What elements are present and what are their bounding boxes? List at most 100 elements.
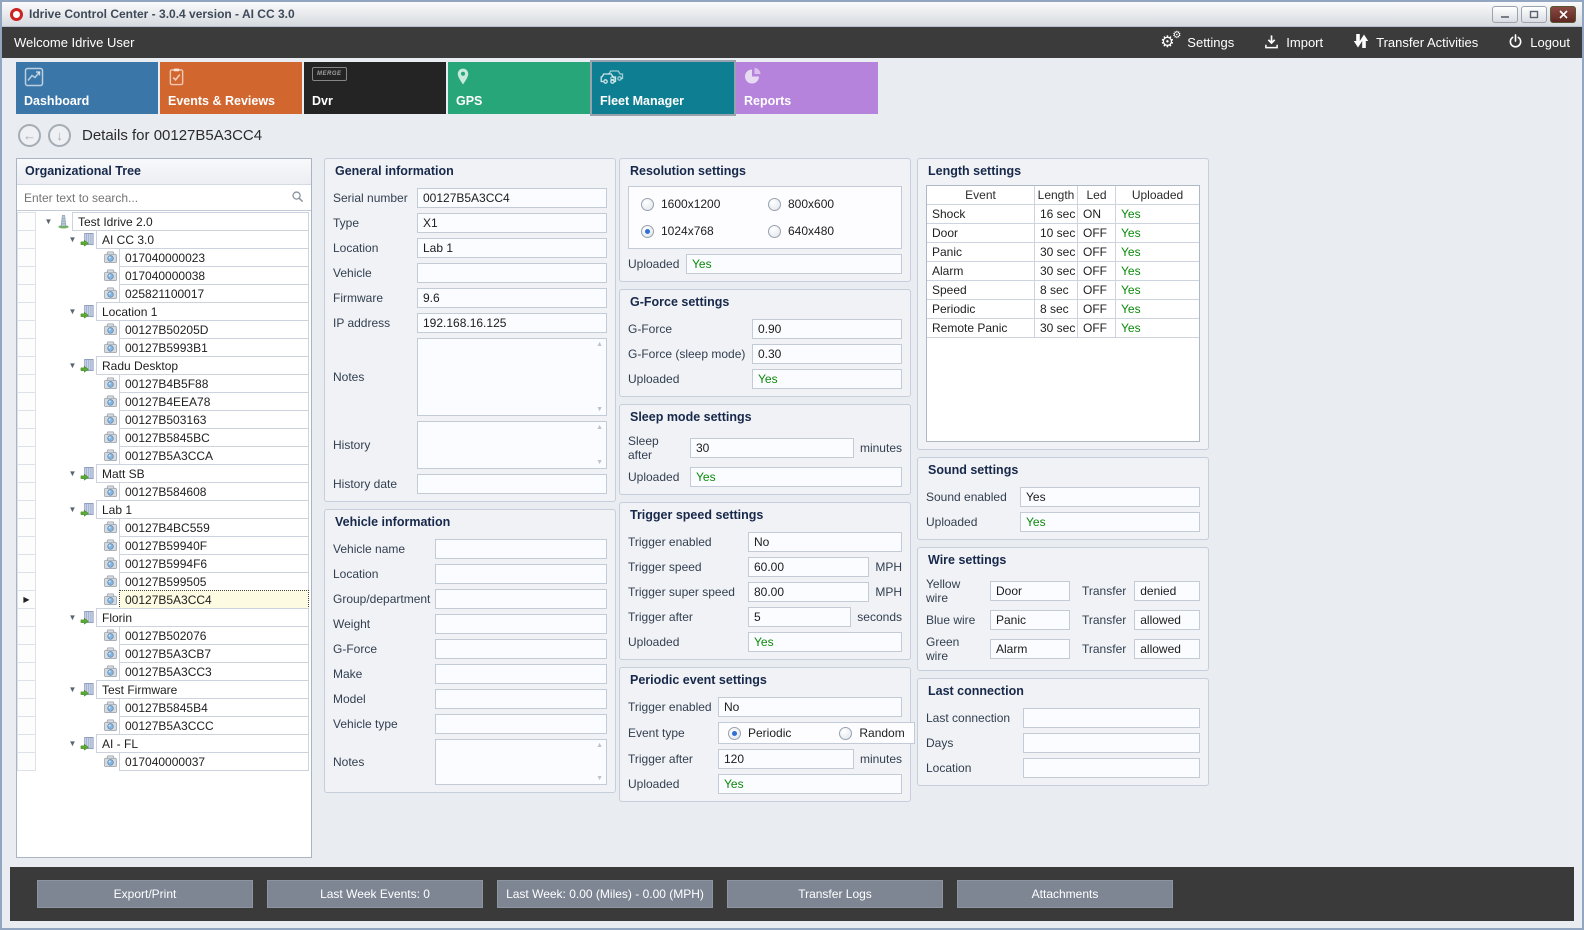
tree-node-00127b5a3cb7[interactable]: 00127B5A3CB7 [17,644,311,663]
type-field[interactable]: X1 [417,213,607,233]
model-field[interactable] [435,689,607,709]
tree-node-location-1[interactable]: ▼ Location 1 [17,302,311,321]
action-settings[interactable]: ⚙ ⚙ Settings [1160,30,1234,52]
scroll-up-icon[interactable]: ▲ [596,341,603,348]
expand-arrow-icon[interactable]: ▼ [44,217,53,226]
trigger-enabled-field[interactable]: No [718,697,902,717]
radio-option-random[interactable]: Random [839,726,905,740]
green-wire-field[interactable]: Alarm [990,639,1070,659]
table-row-speed[interactable]: Speed 8 sec OFF Yes [927,281,1199,300]
tree-node-00127b584608[interactable]: 00127B584608 [17,482,311,501]
tree-node-matt-sb[interactable]: ▼ Matt SB [17,464,311,483]
tree-node-test-idrive-2-0[interactable]: ▼ Test Idrive 2.0 [17,212,311,231]
blue-wire-transfer-field[interactable]: allowed [1134,610,1200,630]
tree-node-ai-fl[interactable]: ▼ AI - FL [17,734,311,753]
tree-node-017040000037[interactable]: 017040000037 [17,752,311,771]
transfer-logs-button[interactable]: Transfer Logs [727,880,943,908]
history-date-field[interactable] [417,474,607,494]
vehicle-name-field[interactable] [435,539,607,559]
tree-node-florin[interactable]: ▼ Florin [17,608,311,627]
tree-node-00127b5a3cc3[interactable]: 00127B5A3CC3 [17,662,311,681]
radio-640x480[interactable] [768,224,781,238]
expand-arrow-icon[interactable]: ▼ [68,685,77,694]
tree-node-radu-desktop[interactable]: ▼ Radu Desktop [17,356,311,375]
close-button[interactable] [1550,5,1576,23]
scroll-up-icon[interactable]: ▲ [596,424,603,431]
ip-address-field[interactable]: 192.168.16.125 [417,313,607,333]
trigger-after-field[interactable]: 120 [718,749,854,769]
weight-field[interactable] [435,614,607,634]
firmware-field[interactable]: 9.6 [417,288,607,308]
scroll-up-icon[interactable]: ▲ [596,742,603,749]
expand-arrow-icon[interactable]: ▼ [68,739,77,748]
expand-arrow-icon[interactable]: ▼ [68,505,77,514]
expand-arrow-icon[interactable]: ▼ [68,307,77,316]
g-force-sleep-mode-field[interactable]: 0.30 [752,344,902,364]
vehicle-type-field[interactable] [435,714,607,734]
tree-node-00127b5994f6[interactable]: 00127B5994F6 [17,554,311,573]
tree-node-00127b5993b1[interactable]: 00127B5993B1 [17,338,311,357]
tree-node-00127b503163[interactable]: 00127B503163 [17,410,311,429]
tree-node-025821100017[interactable]: 025821100017 [17,284,311,303]
history-textarea[interactable]: ▲ ▼ [417,421,607,469]
tree-node-00127b5845bc[interactable]: 00127B5845BC [17,428,311,447]
radio-option-640x480[interactable]: 640x480 [768,224,889,238]
column-header-event[interactable]: Event [927,186,1035,205]
tab-dvr[interactable]: MERGE Dvr [304,62,446,114]
table-row-door[interactable]: Door 10 sec OFF Yes [927,224,1199,243]
search-input[interactable] [24,190,291,205]
trigger-after-field[interactable]: 5 [748,607,852,627]
radio-800x600[interactable] [768,197,781,211]
radio-option-periodic[interactable]: Periodic [728,726,791,740]
g-force-field[interactable]: 0.90 [752,319,902,339]
scroll-down-button[interactable]: ↓ [48,123,71,147]
tree-node-00127b599505[interactable]: 00127B599505 [17,572,311,591]
tab-fleet-manager[interactable]: Fleet Manager [590,60,736,116]
tab-events-reviews[interactable]: Events & Reviews [160,62,302,114]
tree-node-017040000038[interactable]: 017040000038 [17,266,311,285]
group-department-field[interactable] [435,589,607,609]
trigger-speed-field[interactable]: 60.00 [748,557,870,577]
tree-node-00127b50205d[interactable]: 00127B50205D [17,320,311,339]
serial-number-field[interactable]: 00127B5A3CC4 [417,188,607,208]
location-field[interactable] [435,564,607,584]
tree-node-00127b5a3cca[interactable]: 00127B5A3CCA [17,446,311,465]
column-header-uploaded[interactable]: Uploaded [1116,186,1199,205]
blue-wire-field[interactable]: Panic [990,610,1070,630]
scroll-down-icon[interactable]: ▼ [596,459,603,466]
tree-node-00127b59940f[interactable]: 00127B59940F [17,536,311,555]
yellow-wire-transfer-field[interactable]: denied [1134,581,1200,601]
radio-option-1600x1200[interactable]: 1600x1200 [641,197,762,211]
tree-node-00127b4eea78[interactable]: 00127B4EEA78 [17,392,311,411]
notes-textarea[interactable]: ▲ ▼ [435,739,607,785]
radio-1600x1200[interactable] [641,197,654,211]
tree-node-lab-1[interactable]: ▼ Lab 1 [17,500,311,519]
last-connection-field[interactable] [1023,708,1200,728]
expand-arrow-icon[interactable]: ▼ [68,613,77,622]
tree-node-ai-cc-3-0[interactable]: ▼ AI CC 3.0 [17,230,311,249]
table-row-remote-panic[interactable]: Remote Panic 30 sec OFF Yes [927,319,1199,338]
radio-1024x768-selected[interactable] [641,224,654,238]
green-wire-transfer-field[interactable]: allowed [1134,639,1200,659]
tree-node-00127b4b5f88[interactable]: 00127B4B5F88 [17,374,311,393]
tree-node-test-firmware[interactable]: ▼ Test Firmware [17,680,311,699]
table-row-alarm[interactable]: Alarm 30 sec OFF Yes [927,262,1199,281]
days-field[interactable] [1023,733,1200,753]
column-header-led[interactable]: Led [1078,186,1116,205]
action-transfer-activities[interactable]: Transfer Activities [1353,33,1478,52]
make-field[interactable] [435,664,607,684]
radio-periodic-selected[interactable] [728,726,741,740]
last-week-events-0-button[interactable]: Last Week Events: 0 [267,880,483,908]
expand-arrow-icon[interactable]: ▼ [68,235,77,244]
table-row-panic[interactable]: Panic 30 sec OFF Yes [927,243,1199,262]
scroll-down-icon[interactable]: ▼ [596,775,603,782]
trigger-super-speed-field[interactable]: 80.00 [748,582,870,602]
tree-node-00127b5a3cc4[interactable]: ▶ 00127B5A3CC4 [17,590,311,609]
tab-dashboard[interactable]: Dashboard [16,62,158,114]
radio-random[interactable] [839,726,853,740]
notes-textarea[interactable]: ▲ ▼ [417,338,607,416]
table-row-periodic[interactable]: Periodic 8 sec OFF Yes [927,300,1199,319]
scroll-down-icon[interactable]: ▼ [596,406,603,413]
last-week-0-00-miles-0-00-mph-button[interactable]: Last Week: 0.00 (Miles) - 0.00 (MPH) [497,880,713,908]
tab-reports[interactable]: Reports [736,62,878,114]
